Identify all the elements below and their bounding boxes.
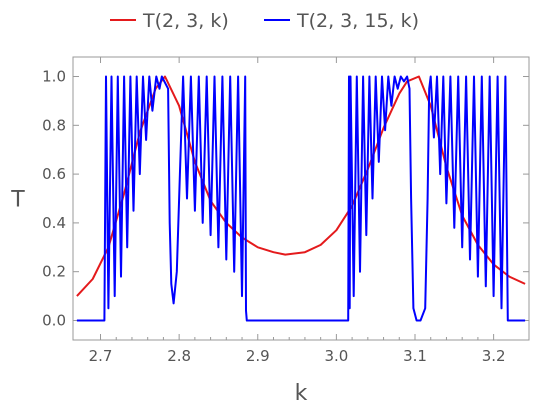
axis-ticks: 2.7 2.8 2.9 3.0 3.1 3.2 0.0 0.2 0.4 0.6 0.8 1.0 xyxy=(42,57,529,365)
y-tick-label: 1.0 xyxy=(42,68,66,86)
legend-label: T(2, 3, k) xyxy=(142,10,229,32)
y-tick-label: 0.4 xyxy=(42,214,66,232)
y-tick-label: 0.0 xyxy=(42,311,66,329)
x-tick-label: 3.1 xyxy=(403,347,427,365)
x-tick-label: 3.0 xyxy=(324,347,348,365)
x-axis-label: k xyxy=(295,381,308,406)
y-tick-label: 0.6 xyxy=(42,165,66,183)
y-axis-label: T xyxy=(10,188,25,213)
legend-label: T(2, 3, 15, k) xyxy=(296,10,419,32)
x-tick-label: 2.8 xyxy=(167,347,191,365)
x-tick-label: 2.9 xyxy=(246,347,270,365)
y-tick-label: 0.8 xyxy=(42,116,66,134)
x-tick-label: 3.2 xyxy=(482,347,506,365)
series-line-2 xyxy=(76,75,526,322)
x-tick-label: 2.7 xyxy=(89,347,113,365)
series-group xyxy=(76,75,526,322)
legend: T(2, 3, k) T(2, 3, 15, k) xyxy=(110,10,419,32)
plot-frame xyxy=(72,56,530,341)
y-tick-label: 0.2 xyxy=(42,263,66,281)
